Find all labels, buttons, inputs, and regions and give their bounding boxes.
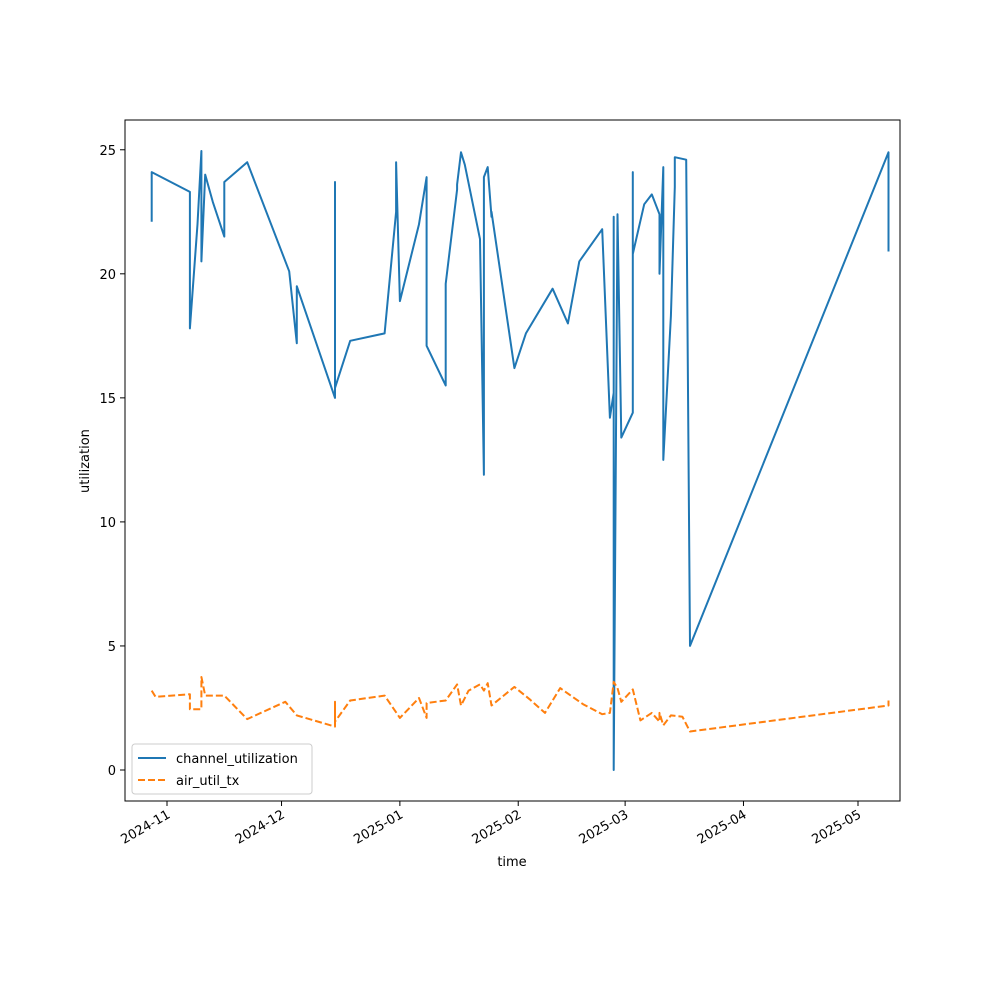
y-tick-label: 5	[108, 640, 116, 655]
y-axis-label: utilization	[78, 429, 93, 493]
series-layer	[150, 150, 890, 771]
legend-label: air_util_tx	[176, 774, 240, 789]
legend: channel_utilization air_util_tx	[131, 743, 313, 795]
y-tick-label: 25	[99, 144, 116, 159]
y-tick-label: 15	[99, 392, 116, 407]
y-tick-label: 20	[99, 268, 116, 283]
series-line-channel-utilization	[150, 150, 890, 771]
y-tick-label: 0	[108, 764, 116, 779]
y-tick-label: 10	[99, 516, 116, 531]
legend-label: channel_utilization	[176, 752, 298, 767]
x-axis-label: time	[497, 855, 526, 870]
plot-frame	[124, 119, 901, 802]
series-line-air-util-tx	[150, 676, 890, 733]
y-axis: 0 5 10 15 20 25	[99, 144, 125, 779]
plot-area	[125, 120, 900, 801]
legend-box	[131, 743, 313, 795]
